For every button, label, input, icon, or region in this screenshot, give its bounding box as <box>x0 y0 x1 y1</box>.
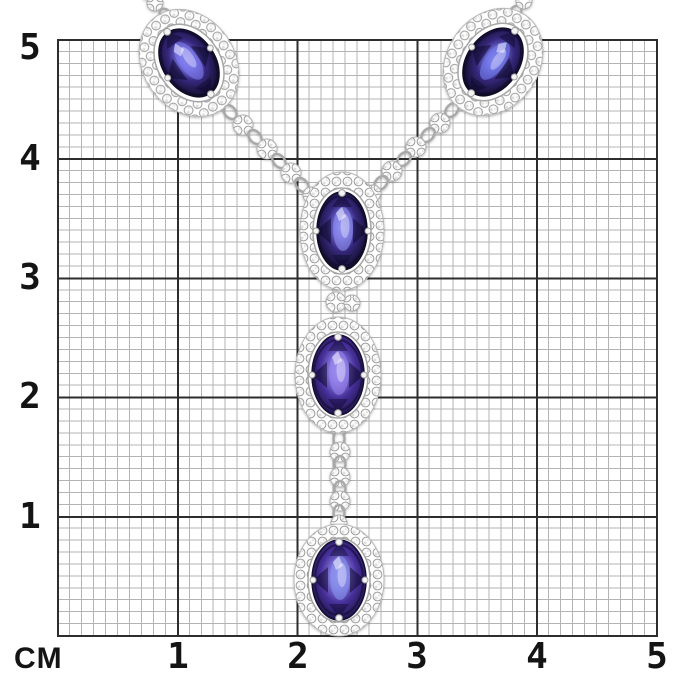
y-axis-label-4: 4 <box>19 138 41 179</box>
chain-right-strand <box>364 89 473 202</box>
x-axis-label-1: 1 <box>167 636 189 677</box>
y-axis-label-5: 5 <box>19 27 41 68</box>
gem-cluster-bottom-drop <box>293 523 385 637</box>
y-axis-label-1: 1 <box>19 496 41 537</box>
chain-left-strand <box>209 91 320 204</box>
chain-bottom-strand <box>329 429 351 532</box>
x-axis-label-3: 3 <box>406 636 428 677</box>
y-axis-label-3: 3 <box>19 257 41 298</box>
gem-cluster-middle-drop <box>294 316 382 434</box>
unit-label-cm: CM <box>14 642 63 675</box>
gem-cluster-top-right <box>442 7 544 117</box>
gem-cluster-center <box>299 171 385 291</box>
drop-link <box>325 291 361 313</box>
gem-cluster-top-left <box>138 8 240 118</box>
y-axis-label-2: 2 <box>19 376 41 417</box>
x-axis-label-2: 2 <box>287 636 309 677</box>
x-axis-label-4: 4 <box>526 636 548 677</box>
x-axis-label-5: 5 <box>646 636 668 677</box>
